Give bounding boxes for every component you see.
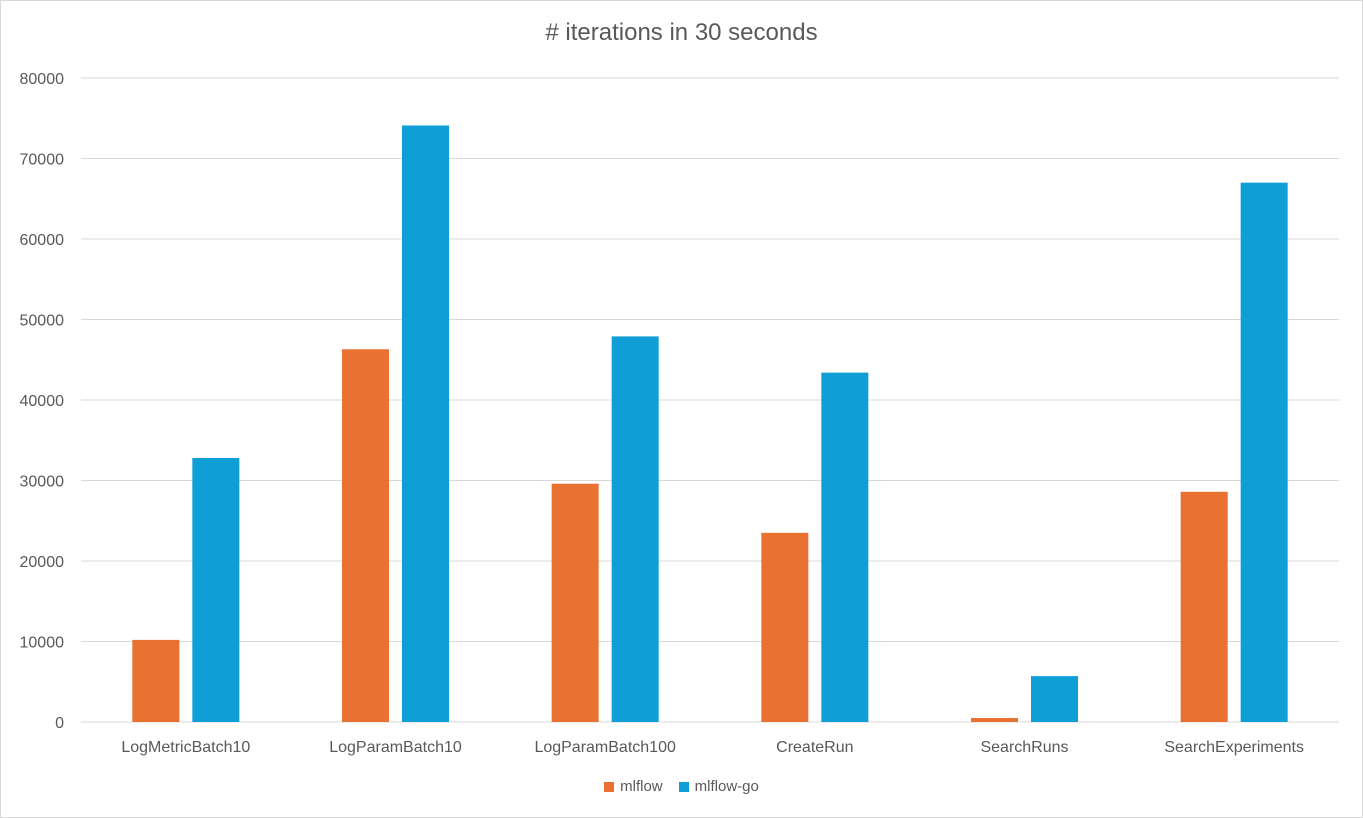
legend: mlflow mlflow-go [1,778,1362,795]
bar-mlflow-go-LogMetricBatch10 [192,457,240,722]
legend-item-mlflow-go: mlflow-go [678,778,759,795]
y-tick-label: 60000 [20,232,65,249]
bar-mlflow-go-LogParamBatch100 [611,336,659,722]
legend-label-mlflow: mlflow [620,778,663,795]
bar-mlflow-SearchRuns [971,717,1018,722]
bars [132,125,1288,723]
bar-mlflow-LogMetricBatch10 [132,639,180,722]
y-tick-label: 40000 [20,393,65,410]
bar-mlflow-LogParamBatch100 [551,483,599,722]
bar-mlflow-SearchExperiments [1180,491,1228,722]
gridlines [81,77,1339,723]
bar-mlflow-go-SearchRuns [1031,676,1078,722]
x-tick-label: SearchExperiments [1164,739,1304,756]
bar-mlflow-go-CreateRun [821,372,869,722]
legend-swatch-mlflow [604,781,615,792]
bar-mlflow-go-SearchExperiments [1240,182,1288,722]
x-tick-label: LogParamBatch100 [534,739,676,756]
x-tick-label: CreateRun [776,739,853,756]
y-axis-ticks: 0 10000 20000 30000 40000 50000 60000 70000 8000… [20,71,65,732]
y-tick-label: 70000 [20,152,65,169]
legend-swatch-mlflow-go [678,781,689,792]
y-tick-label: 30000 [20,474,65,491]
x-tick-label: LogParamBatch10 [329,739,462,756]
legend-label-mlflow-go: mlflow-go [694,778,759,795]
y-tick-label: 20000 [20,554,65,571]
x-axis-ticks: LogMetricBatch10 LogParamBatch10 LogParamB… [121,739,1304,756]
bar-mlflow-CreateRun [761,532,809,722]
bar-mlflow-go-LogParamBatch10 [402,125,449,723]
y-tick-label: 10000 [20,635,65,652]
x-tick-label: LogMetricBatch10 [121,739,250,756]
chart-title: # iterations in 30 seconds [545,19,818,46]
y-tick-label: 80000 [20,71,65,88]
y-tick-label: 0 [55,715,64,732]
y-tick-label: 50000 [20,313,65,330]
bar-mlflow-LogParamBatch10 [342,349,389,722]
legend-item-mlflow: mlflow [604,778,663,795]
x-tick-label: SearchRuns [980,739,1068,756]
